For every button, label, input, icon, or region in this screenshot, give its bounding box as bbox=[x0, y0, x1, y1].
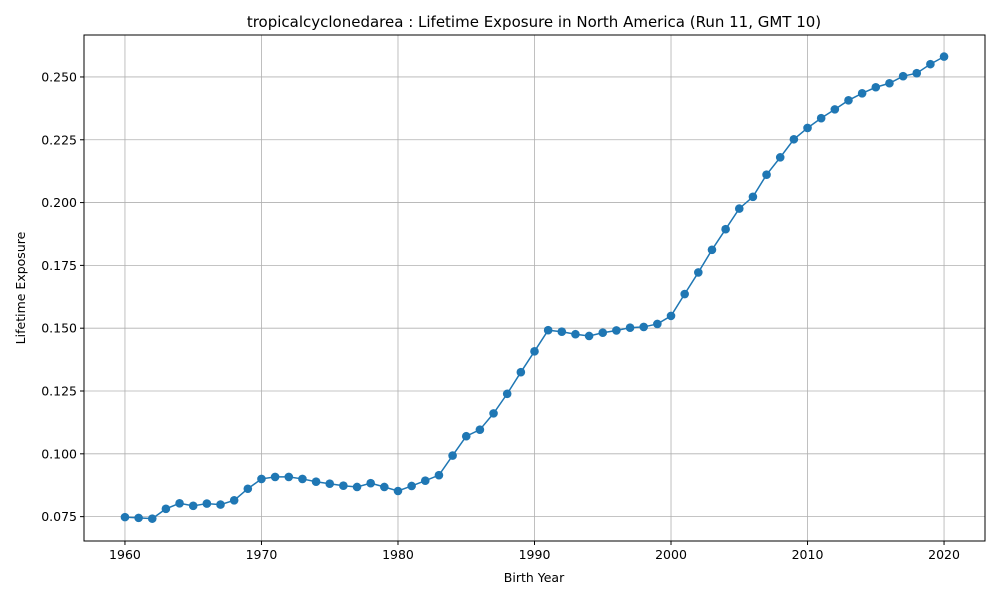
y-tick-label: 0.100 bbox=[41, 446, 77, 461]
data-point bbox=[352, 482, 362, 492]
data-point bbox=[775, 153, 785, 162]
data-point bbox=[270, 472, 280, 482]
grid-lines bbox=[84, 35, 985, 541]
data-point bbox=[311, 477, 321, 487]
data-point bbox=[680, 289, 689, 299]
data-point bbox=[857, 88, 867, 98]
data-point bbox=[147, 514, 157, 523]
data-point bbox=[188, 501, 198, 511]
y-tick-label: 0.125 bbox=[41, 384, 77, 399]
data-point bbox=[557, 327, 567, 337]
data-point bbox=[489, 409, 498, 418]
y-tick-label: 0.075 bbox=[41, 509, 77, 524]
data-point bbox=[816, 113, 826, 123]
data-point bbox=[434, 470, 444, 480]
x-tick-label: 1990 bbox=[519, 547, 551, 562]
x-tick-label: 1960 bbox=[109, 547, 141, 562]
data-point bbox=[666, 311, 676, 321]
data-point bbox=[830, 105, 840, 114]
data-point bbox=[339, 481, 348, 491]
data-point bbox=[762, 170, 771, 179]
data-point bbox=[502, 389, 512, 399]
plot-area bbox=[120, 52, 949, 523]
data-point bbox=[161, 504, 171, 514]
data-point bbox=[926, 59, 935, 69]
data-point bbox=[175, 499, 184, 508]
data-point bbox=[803, 123, 812, 133]
data-point bbox=[789, 134, 799, 144]
data-point bbox=[120, 512, 130, 522]
data-point bbox=[885, 78, 894, 88]
data-point bbox=[939, 52, 949, 61]
data-point bbox=[871, 82, 881, 92]
y-tick-label: 0.250 bbox=[41, 69, 77, 84]
x-tick-label: 2010 bbox=[792, 547, 824, 562]
data-point bbox=[694, 268, 703, 277]
x-tick-label: 1970 bbox=[246, 547, 278, 562]
data-point bbox=[202, 499, 212, 508]
y-tick-label: 0.225 bbox=[41, 132, 77, 147]
data-point bbox=[243, 484, 253, 494]
y-tick-label: 0.150 bbox=[41, 321, 77, 336]
data-point bbox=[530, 347, 539, 356]
chart-title: tropicalcyclonedarea : Lifetime Exposure… bbox=[247, 13, 821, 31]
data-point bbox=[475, 425, 485, 435]
x-tick-label: 1980 bbox=[382, 547, 414, 562]
data-point bbox=[298, 474, 307, 484]
data-point bbox=[461, 431, 471, 441]
data-point bbox=[448, 451, 457, 460]
data-point bbox=[516, 367, 526, 377]
data-point bbox=[420, 476, 430, 486]
data-point bbox=[707, 245, 717, 255]
y-axis: 0.075 0.100 0.125 0.150 0.175 0.200 0.225 0.250 bbox=[41, 69, 84, 524]
data-point bbox=[734, 204, 744, 213]
data-point bbox=[571, 329, 580, 339]
x-tick-label: 2020 bbox=[928, 547, 960, 562]
data-point bbox=[407, 481, 416, 491]
y-tick-label: 0.200 bbox=[41, 195, 77, 210]
data-point bbox=[257, 474, 266, 484]
data-point bbox=[721, 224, 730, 234]
data-point bbox=[898, 71, 908, 81]
y-tick-label: 0.175 bbox=[41, 258, 77, 273]
data-point bbox=[598, 328, 608, 338]
x-axis: 1960 1970 1980 1990 2000 2010 2020 bbox=[109, 541, 960, 562]
data-point bbox=[325, 479, 335, 489]
data-point bbox=[748, 192, 758, 202]
data-point bbox=[639, 322, 649, 332]
data-point bbox=[380, 482, 389, 492]
data-point bbox=[653, 319, 662, 329]
data-point bbox=[584, 331, 594, 341]
data-point bbox=[625, 323, 635, 332]
x-axis-label: Birth Year bbox=[504, 570, 565, 585]
data-point bbox=[844, 96, 853, 105]
data-point bbox=[229, 495, 239, 505]
data-point bbox=[393, 486, 403, 496]
data-point bbox=[366, 478, 375, 488]
y-axis-label: Lifetime Exposure bbox=[13, 231, 28, 344]
data-point bbox=[543, 325, 553, 335]
data-point bbox=[912, 68, 922, 78]
data-point bbox=[284, 472, 294, 482]
data-point bbox=[134, 513, 143, 523]
data-point bbox=[216, 500, 225, 509]
x-tick-label: 2000 bbox=[655, 547, 687, 562]
data-point bbox=[612, 326, 621, 335]
